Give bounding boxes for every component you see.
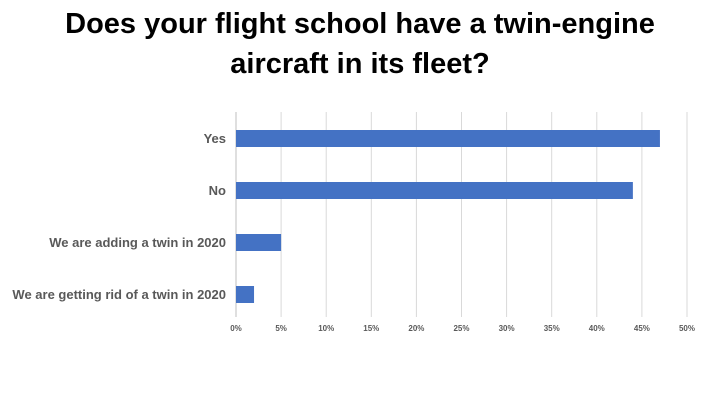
x-tick-label-0: 0%	[230, 324, 242, 333]
x-tick-label-7: 35%	[544, 324, 560, 333]
category-labels: Yes No We are adding a twin in 2020 We are …	[12, 131, 226, 302]
bar-1	[236, 182, 633, 199]
bar-0	[236, 130, 660, 147]
chart-title-line-2: aircraft in its fleet?	[230, 48, 490, 80]
x-tick-label-1: 5%	[275, 324, 287, 333]
chart-title: Does your flight school have a twin-engi…	[0, 4, 720, 84]
category-label-1: No	[209, 183, 226, 198]
x-tick-label-8: 40%	[589, 324, 605, 333]
x-tick-label-5: 25%	[453, 324, 469, 333]
category-label-0: Yes	[204, 131, 226, 146]
x-tick-label-4: 20%	[408, 324, 424, 333]
bar-3	[236, 286, 255, 303]
x-tick-labels: 0% 5% 10% 15% 20% 25% 30% 35% 40% 45% 50%	[230, 324, 695, 333]
x-tick-label-6: 30%	[499, 324, 515, 333]
chart-title-line-1: Does your flight school have a twin-engi…	[65, 8, 655, 40]
x-tick-label-10: 50%	[679, 324, 695, 333]
x-tick-label-3: 15%	[363, 324, 379, 333]
bar-2	[236, 234, 282, 251]
category-label-2: We are adding a twin in 2020	[49, 235, 226, 250]
x-tick-label-2: 10%	[318, 324, 334, 333]
x-tick-label-9: 45%	[634, 324, 650, 333]
category-label-3: We are getting rid of a twin in 2020	[12, 287, 226, 302]
bars	[236, 130, 660, 303]
